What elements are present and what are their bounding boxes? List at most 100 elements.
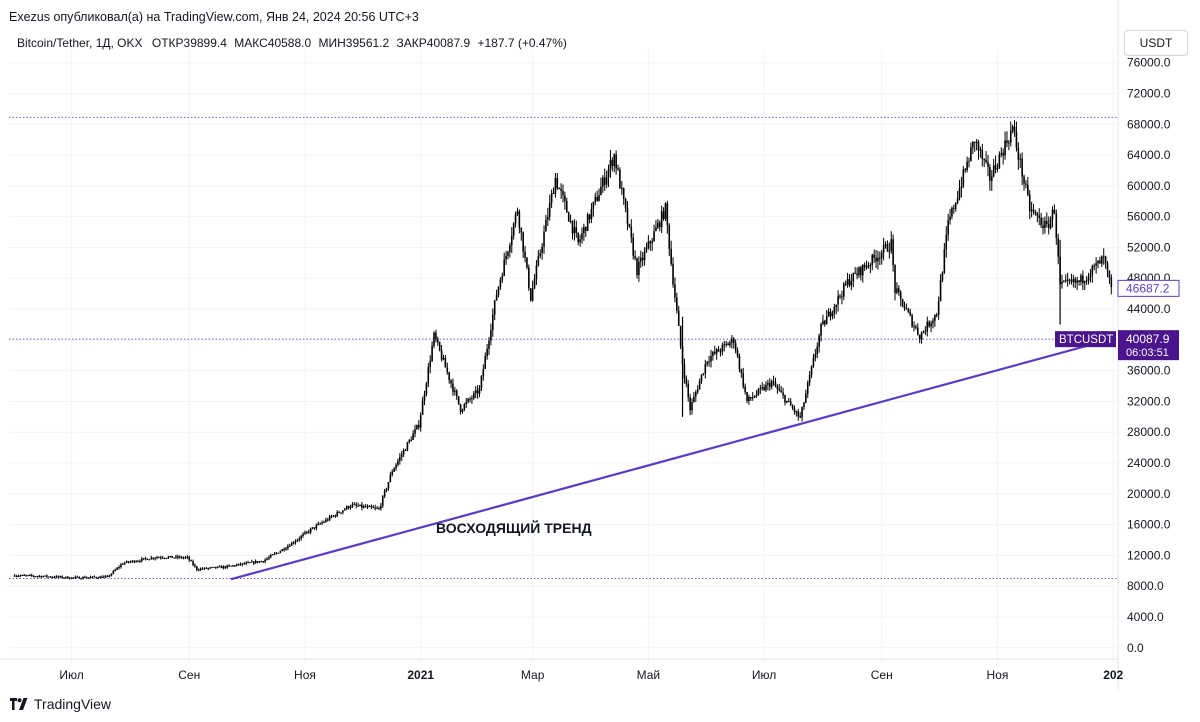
candle-body [1085, 280, 1088, 282]
candle-body [68, 578, 71, 580]
candle-body [1046, 221, 1048, 224]
candle-body [869, 265, 872, 267]
candle-body [30, 574, 33, 576]
current-price-badge [1118, 330, 1179, 361]
candle-body [264, 559, 266, 562]
candle-body [630, 226, 633, 238]
candle-body [42, 576, 44, 578]
candle-body [588, 214, 591, 220]
candle-body [51, 577, 54, 579]
candle-body [516, 211, 519, 215]
candle-body [142, 558, 145, 560]
candle-body [757, 388, 760, 395]
candle-body [609, 159, 612, 169]
candle-body [241, 563, 244, 565]
candle-body [896, 288, 898, 293]
candle-body [399, 456, 401, 461]
candle-body [717, 349, 720, 352]
candle-body [292, 542, 295, 544]
candle-body [205, 567, 208, 569]
candle-body [129, 561, 132, 563]
currency-button[interactable]: USDT [1124, 30, 1188, 56]
candle-body [148, 559, 151, 561]
candle-body [84, 576, 86, 578]
candle-body [328, 516, 331, 521]
candle-body [882, 245, 885, 253]
candle-body [569, 220, 572, 222]
candle-body [473, 393, 475, 399]
candle-body [554, 177, 557, 194]
candle-body [1053, 209, 1056, 214]
candle-body [708, 361, 710, 363]
y-tick-label: 24000.0 [1127, 456, 1171, 470]
candle-body [230, 565, 232, 567]
candle-body [368, 506, 371, 508]
candle-body [611, 159, 614, 167]
candle-body [759, 388, 762, 390]
candle-body [920, 332, 923, 340]
candle-body [266, 558, 268, 560]
candle-body [32, 575, 35, 577]
candle-body [40, 575, 43, 578]
candle-body [347, 506, 350, 509]
candle-body [1044, 221, 1046, 228]
candle-body [710, 355, 712, 362]
candle-body [454, 390, 456, 392]
candle-body [237, 563, 240, 565]
candle-body [727, 343, 729, 346]
candle-body [249, 562, 251, 564]
candle-body [911, 315, 913, 327]
candle-body [391, 471, 394, 475]
candle-body [1082, 275, 1084, 284]
candle-body [76, 576, 79, 578]
candle-body [1002, 152, 1004, 156]
candle-body [607, 168, 610, 178]
candle-body [364, 506, 367, 508]
candle-body [537, 255, 540, 266]
candle-body [336, 511, 339, 517]
y-tick-label: 0.0 [1127, 641, 1144, 655]
candle-body [903, 306, 906, 309]
candle-body [342, 510, 344, 513]
candle-body [216, 566, 219, 568]
publish-info: Exezus опубликовал(а) на TradingView.com… [9, 10, 419, 24]
candle-body [509, 245, 511, 252]
candle-body [765, 384, 767, 390]
candle-body [975, 141, 978, 143]
candle-body [23, 574, 25, 576]
candle-body [412, 433, 414, 440]
candle-body [1063, 281, 1065, 283]
candle-body [1006, 140, 1008, 144]
candle-body [290, 542, 293, 546]
candle-body [719, 351, 722, 353]
candle-body [844, 283, 847, 285]
candle-body [558, 188, 561, 190]
candle-body [875, 257, 877, 262]
candle-body [380, 505, 382, 509]
second-price-badge [1117, 279, 1180, 297]
candle-body [344, 509, 346, 511]
candle-body [583, 226, 585, 234]
symbol-name[interactable]: Bitcoin/Tether, 1Д, OKX [17, 36, 143, 50]
candle-body [402, 450, 405, 455]
candle-body [57, 576, 60, 578]
candle-body [108, 575, 111, 577]
candle-body [901, 298, 904, 307]
candle-body [410, 439, 413, 441]
candle-body [825, 316, 828, 325]
candle-body [797, 411, 800, 417]
candle-body [1017, 147, 1020, 160]
candle-body [87, 577, 90, 579]
candle-body [1101, 256, 1103, 264]
candle-body [683, 364, 686, 379]
price-chart[interactable]: ВОСХОДЯЩИЙ ТРЕНД 0.0 4000.0 8000.0 12000.0 16… [0, 0, 1200, 690]
candle-body [156, 557, 158, 559]
candle-body [1049, 219, 1052, 229]
candle-body [577, 232, 579, 243]
candle-body [167, 556, 170, 559]
candle-body [226, 565, 228, 568]
candle-body [1089, 274, 1092, 278]
candle-body [755, 394, 758, 397]
candle-body [657, 222, 659, 228]
candle-body [547, 216, 549, 220]
